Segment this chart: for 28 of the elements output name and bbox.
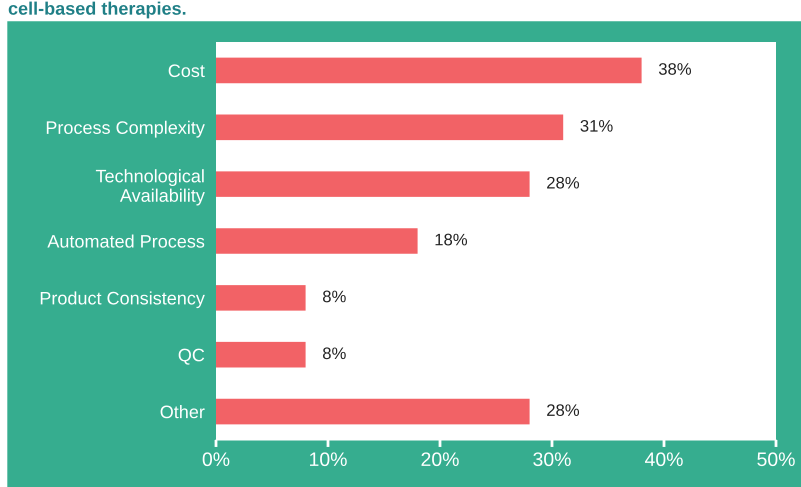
- y-tick-label: Process Complexity: [46, 120, 205, 138]
- x-tick-label: 0%: [202, 452, 230, 466]
- chart-title: cell-based therapies.: [8, 2, 186, 18]
- bar: [216, 58, 642, 84]
- bar: [216, 285, 306, 311]
- data-label: 28%: [547, 404, 580, 416]
- data-label: 28%: [547, 176, 580, 189]
- y-tick-label: QC: [178, 348, 204, 365]
- bar: [216, 342, 306, 368]
- x-tick-label: 50%: [757, 452, 795, 466]
- y-tick-label: Cost: [168, 64, 205, 78]
- x-tick-label: 20%: [422, 452, 459, 466]
- bar: [216, 398, 530, 424]
- x-tick-label: 10%: [310, 452, 347, 466]
- y-tick-label: Technological Availability: [96, 169, 205, 206]
- x-tick-label: 30%: [533, 452, 571, 466]
- data-label: 18%: [436, 234, 468, 246]
- data-label: 31%: [580, 120, 613, 132]
- bar: [216, 114, 564, 140]
- x-tick-label: 40%: [644, 452, 683, 466]
- bar: [216, 228, 418, 254]
- data-label: 8%: [322, 290, 346, 302]
- bar: [216, 171, 530, 197]
- data-label: 8%: [322, 347, 346, 360]
- data-label: 38%: [658, 63, 692, 75]
- y-tick-label: Automated Process: [47, 234, 204, 248]
- y-tick-label: Product Consistency: [40, 291, 205, 308]
- y-tick-label: Other: [160, 405, 205, 418]
